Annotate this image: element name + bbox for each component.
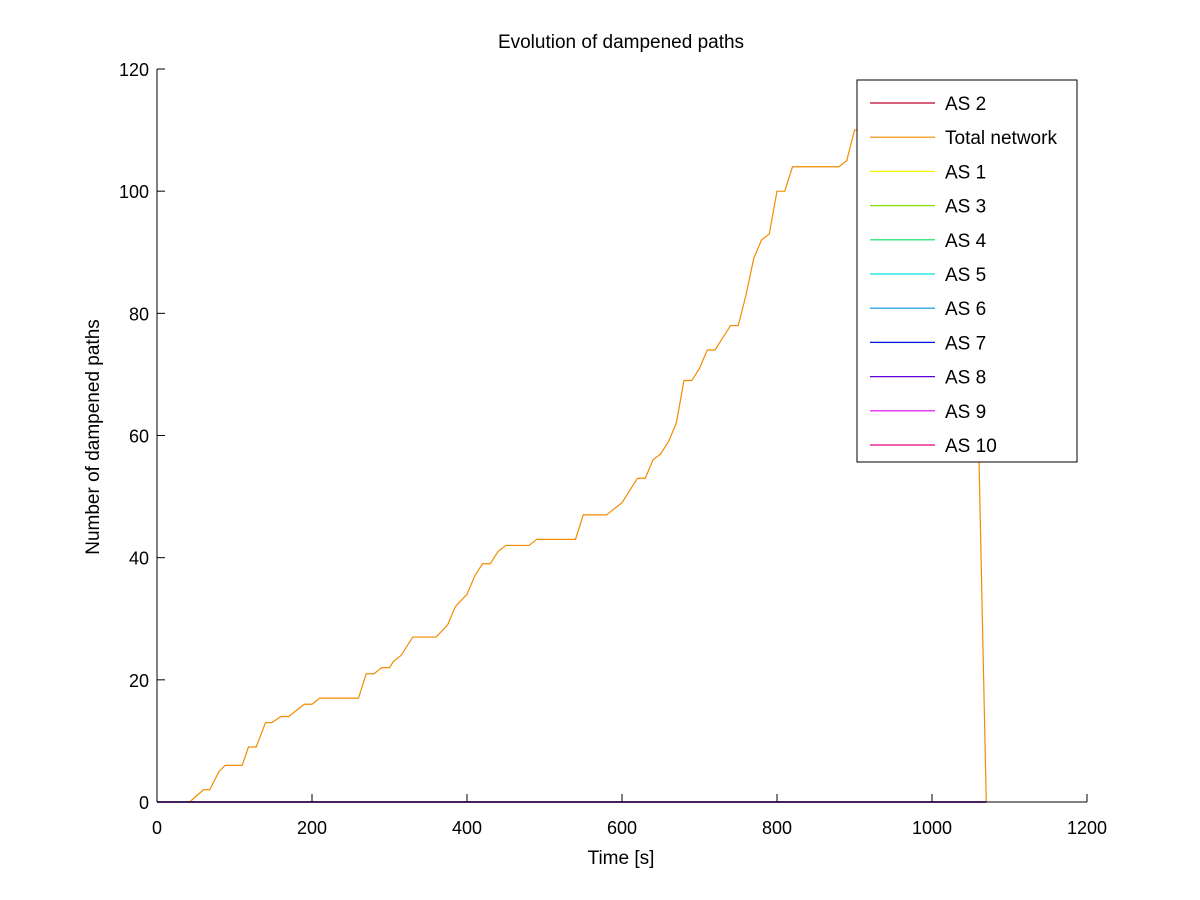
- y-tick-label: 120: [119, 60, 149, 80]
- legend-box: [856, 79, 1078, 463]
- legend-label: AS 6: [945, 299, 986, 320]
- legend-label: AS 9: [945, 402, 986, 423]
- chart-title: Evolution of dampened paths: [498, 32, 744, 53]
- x-tick-label: 600: [607, 818, 637, 838]
- x-tick-label: 0: [152, 818, 162, 838]
- legend-label: AS 5: [945, 265, 986, 286]
- x-axis-label: Time [s]: [588, 848, 655, 869]
- legend: AS 2 Total network AS 1 AS 3 AS 4 AS 5 AS 6 AS …: [856, 79, 1078, 463]
- tick-marks: [156, 68, 1088, 803]
- legend-label: AS 7: [945, 333, 986, 354]
- x-tick-label: 1200: [1067, 818, 1107, 838]
- series-line-total-network: [157, 129, 987, 803]
- legend-label: AS 10: [945, 436, 997, 457]
- legend-label: AS 3: [945, 197, 986, 218]
- legend-label: Total network: [945, 128, 1057, 149]
- y-tick-label: 20: [129, 671, 149, 691]
- tick-labels: 0 200 400 600 800 1000 1200 0 20 40 60 80 100 120: [119, 60, 1107, 838]
- legend-label: AS 4: [945, 231, 987, 252]
- x-tick-label: 400: [452, 818, 482, 838]
- y-tick-label: 80: [129, 304, 149, 324]
- x-tick-label: 200: [297, 818, 327, 838]
- x-tick-label: 1000: [912, 818, 952, 838]
- legend-label: AS 1: [945, 162, 986, 183]
- y-tick-label: 0: [139, 793, 149, 813]
- y-tick-label: 100: [119, 182, 149, 202]
- legend-label: AS 2: [945, 94, 986, 115]
- legend-label: AS 8: [945, 368, 986, 389]
- y-tick-label: 40: [129, 549, 149, 569]
- y-tick-label: 60: [129, 427, 149, 447]
- y-axis-label: Number of dampened paths: [83, 319, 104, 555]
- x-tick-label: 800: [762, 818, 792, 838]
